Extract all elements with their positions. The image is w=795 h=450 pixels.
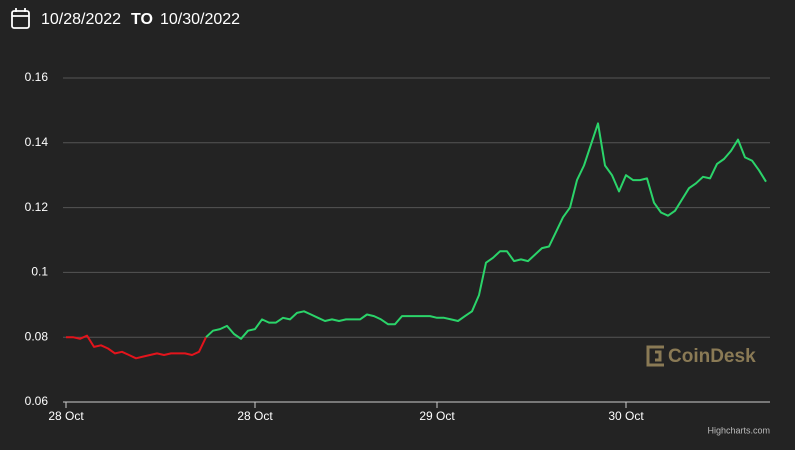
calendar-icon bbox=[11, 8, 30, 29]
y-tick-label: 0.06 bbox=[25, 394, 49, 408]
y-tick-label: 0.08 bbox=[25, 329, 49, 343]
x-tick-label: 30 Oct bbox=[608, 409, 644, 423]
x-tick-label: 28 Oct bbox=[48, 409, 84, 423]
line bbox=[205, 122, 767, 340]
date-from[interactable]: 10/28/2022 bbox=[41, 11, 121, 28]
date-to[interactable]: 10/30/2022 bbox=[160, 11, 240, 28]
y-tick-label: 0.1 bbox=[31, 265, 48, 279]
date-separator: TO bbox=[131, 11, 153, 28]
y-tick-label: 0.12 bbox=[25, 200, 49, 214]
y-tick-label: 0.14 bbox=[25, 135, 49, 149]
x-tick-label: 28 Oct bbox=[237, 409, 273, 423]
x-tick-label: 29 Oct bbox=[419, 409, 455, 423]
line bbox=[66, 334, 207, 360]
y-tick-label: 0.16 bbox=[25, 70, 49, 84]
credit[interactable]: Highcharts.com bbox=[707, 425, 770, 435]
watermark-logo bbox=[646, 345, 664, 367]
watermark: CoinDesk bbox=[668, 346, 756, 367]
